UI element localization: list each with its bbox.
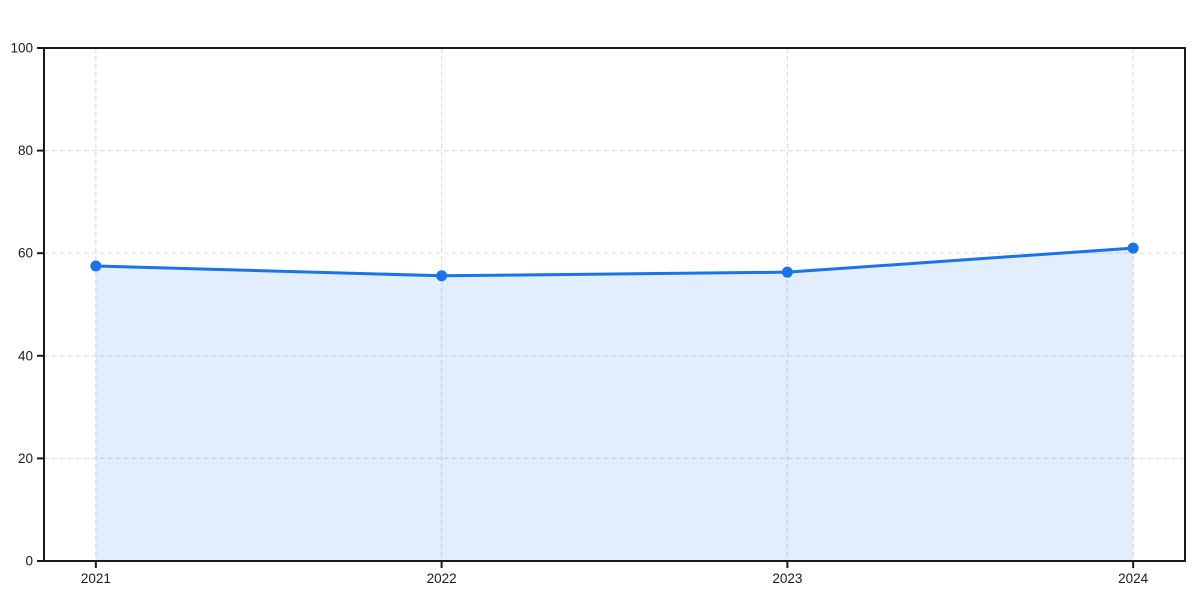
data-point-marker: [436, 270, 448, 282]
y-tick-label: 0: [25, 554, 33, 569]
y-tick-label: 20: [18, 451, 33, 466]
plot-border: [43, 47, 1186, 562]
x-tick-label: 2022: [427, 571, 457, 586]
data-point-marker: [781, 266, 793, 278]
data-line: [94, 246, 1135, 278]
area-fill: [95, 248, 1134, 561]
y-tick-label: 80: [18, 143, 33, 158]
x-tick-label: 2024: [1118, 571, 1149, 586]
x-tick-label: 2021: [81, 571, 111, 586]
y-tick-label: 60: [18, 246, 33, 261]
y-tick-label: 100: [10, 41, 33, 56]
y-tick-label: 40: [18, 348, 33, 363]
data-point-marker: [1127, 242, 1139, 254]
x-tick-label: 2023: [772, 571, 802, 586]
data-point-marker: [90, 260, 102, 272]
